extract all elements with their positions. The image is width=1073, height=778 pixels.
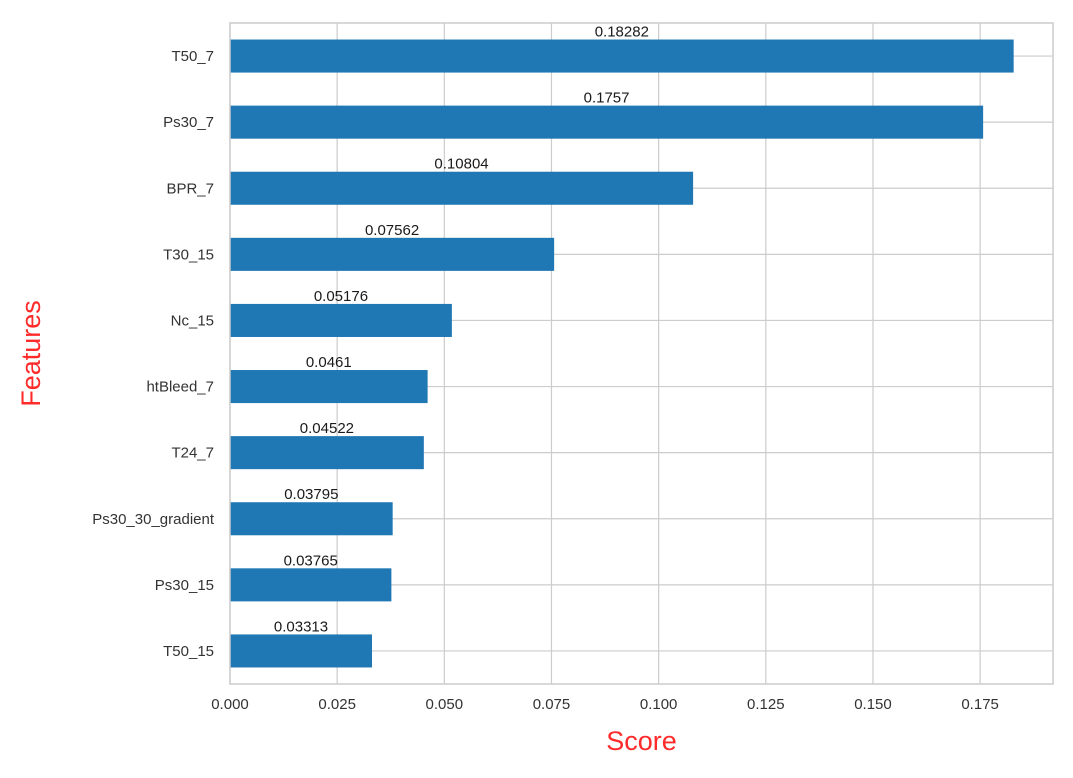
y-tick-label: T50_15 (163, 643, 214, 660)
data-labels: 0.18282 0.1757 0.10804 0.07562 0.05176 0.0461… (274, 24, 649, 636)
bar (230, 634, 373, 668)
x-tick-label: 0.150 (854, 696, 892, 713)
data-label: 0.07562 (365, 222, 419, 239)
data-label: 0.03765 (284, 552, 338, 569)
data-label: 0.1757 (584, 90, 630, 107)
bar (230, 303, 452, 337)
x-axis-title: Score (606, 726, 677, 756)
x-tick-label: 0.050 (426, 696, 464, 713)
x-tick-label: 0.125 (747, 696, 785, 713)
data-label: 0.10804 (434, 156, 488, 173)
bar (230, 171, 694, 205)
x-tick-label: 0.075 (533, 696, 571, 713)
y-tick-label: Ps30_7 (163, 114, 214, 131)
bar (230, 568, 392, 602)
data-label: 0.05176 (314, 288, 368, 305)
bar (230, 436, 424, 470)
plot-frame (229, 22, 1054, 685)
bar (230, 502, 393, 536)
data-label: 0.0461 (306, 354, 352, 371)
data-label: 0.03313 (274, 618, 328, 635)
y-tick-label: Ps30_15 (155, 577, 214, 594)
data-label: 0.03795 (284, 486, 338, 503)
x-tick-label: 0.100 (640, 696, 678, 713)
bar (230, 39, 1014, 73)
y-tick-label: BPR_7 (166, 180, 214, 197)
x-tick-labels: 0.000 0.025 0.050 0.075 0.100 0.125 0.150 0.175 (211, 696, 999, 713)
y-axis-title: Features (16, 300, 46, 407)
bar (230, 105, 984, 139)
data-label: 0.04522 (300, 420, 354, 437)
x-tick-label: 0.000 (211, 696, 249, 713)
bar (230, 237, 555, 271)
data-label: 0.18282 (595, 24, 649, 41)
y-tick-label: T50_7 (171, 48, 214, 65)
y-tick-labels: T50_7 Ps30_7 BPR_7 T30_15 Nc_15 htBleed_7 T24_… (92, 48, 215, 660)
y-tick-label: Ps30_30_gradient (92, 511, 215, 528)
x-tick-label: 0.025 (318, 696, 356, 713)
y-tick-label: T24_7 (171, 445, 214, 462)
bar (230, 370, 428, 404)
y-tick-label: Nc_15 (171, 312, 214, 329)
y-tick-label: htBleed_7 (146, 379, 214, 396)
bars (230, 39, 1014, 668)
x-tick-label: 0.175 (961, 696, 999, 713)
y-tick-label: T30_15 (163, 246, 214, 263)
